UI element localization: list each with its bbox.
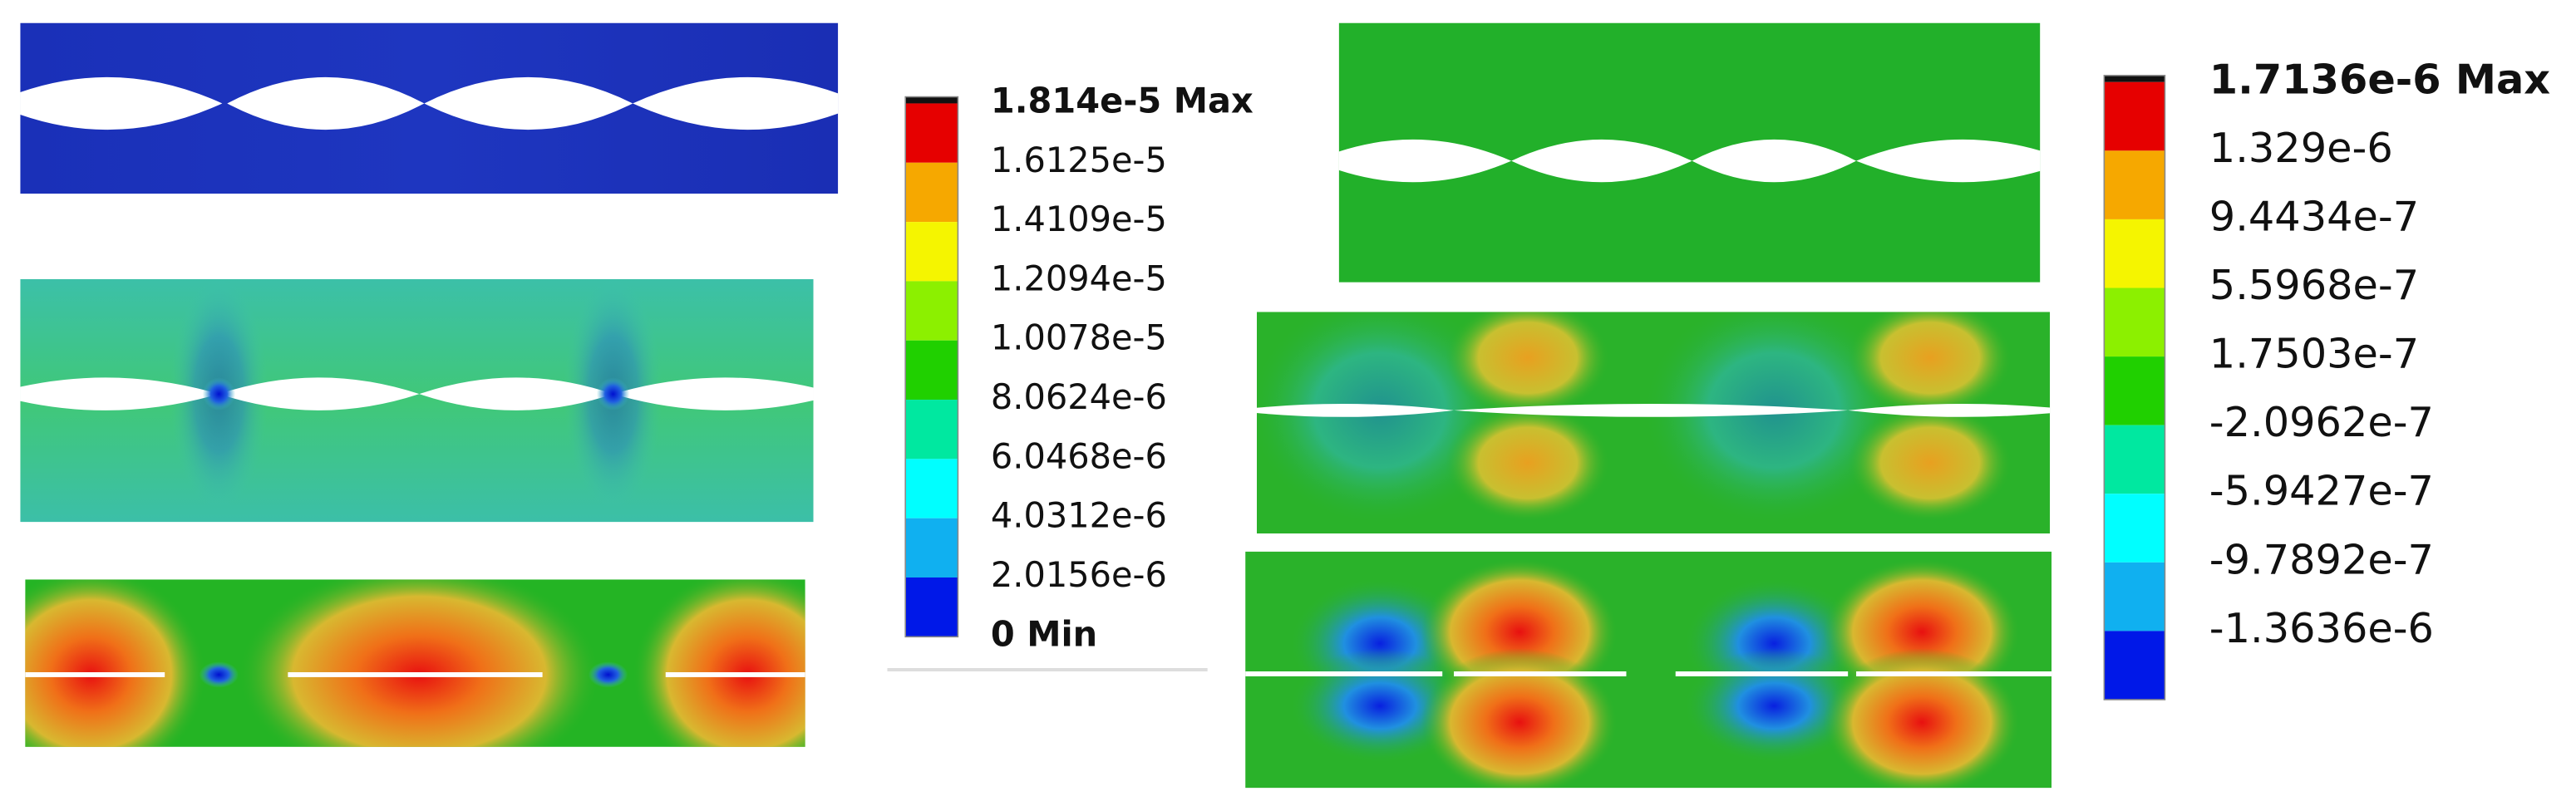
legend-band: [2104, 81, 2165, 151]
legends: 1.814e-5 Max 1.6125e-5 1.4109e-5 1.2094e-5 1…: [904, 55, 2551, 700]
legend-band: [905, 103, 958, 163]
legend-band: [905, 281, 958, 341]
legend-frame: [904, 96, 959, 638]
legend-label: -5.9427e-7: [2209, 467, 2434, 515]
legend-label: 6.0468e-6: [991, 435, 1167, 476]
legend-label: 0 Min: [991, 613, 1097, 654]
legend-label: 8.0624e-6: [991, 376, 1167, 417]
legend-label: 1.329e-6: [2209, 124, 2393, 172]
legend-band: [2104, 562, 2165, 632]
legend-label: 1.7136e-6 Max: [2209, 55, 2551, 103]
legend-label: -2.0962e-7: [2209, 398, 2434, 446]
legend-cap: [2104, 75, 2165, 82]
contour-panel: [1245, 551, 2052, 789]
legend-label: 1.4109e-5: [991, 199, 1167, 239]
legend-label: 5.5968e-7: [2209, 261, 2419, 309]
legend-band: [2104, 631, 2165, 700]
legend-label: 1.814e-5 Max: [991, 80, 1254, 120]
legend-band: [905, 222, 958, 282]
legend-label: 2.0156e-6: [991, 554, 1167, 595]
contour-panel: [1256, 312, 2051, 534]
legend-band: [2104, 288, 2165, 357]
legend-frame: [2103, 75, 2166, 700]
legend-band: [905, 400, 958, 460]
legend-band: [905, 459, 958, 518]
contour-panel: [20, 278, 814, 523]
legend-band: [905, 577, 958, 637]
legend-band: [2104, 425, 2165, 494]
legend-band: [905, 162, 958, 223]
contour-panel: [1338, 22, 2041, 283]
legend-label: 1.6125e-5: [991, 140, 1167, 180]
contour-panel: [25, 579, 805, 747]
contour-panel: [20, 22, 839, 194]
legend-label: -1.3636e-6: [2209, 604, 2434, 652]
legend-band: [905, 340, 958, 401]
legend-label: 4.0312e-6: [991, 495, 1167, 536]
legend-label: 9.4434e-7: [2209, 192, 2419, 240]
legend-band: [2104, 494, 2165, 563]
legend-band: [2104, 356, 2165, 425]
legend-label: 1.2094e-5: [991, 258, 1167, 298]
legend-label: 1.7503e-7: [2209, 330, 2419, 378]
legend-label: -9.7892e-7: [2209, 535, 2434, 583]
legend-band: [2104, 150, 2165, 219]
legend-band: [2104, 219, 2165, 288]
legend-cap: [905, 96, 958, 104]
legend-band: [905, 518, 958, 578]
legend-label: 1.0078e-5: [991, 317, 1167, 358]
